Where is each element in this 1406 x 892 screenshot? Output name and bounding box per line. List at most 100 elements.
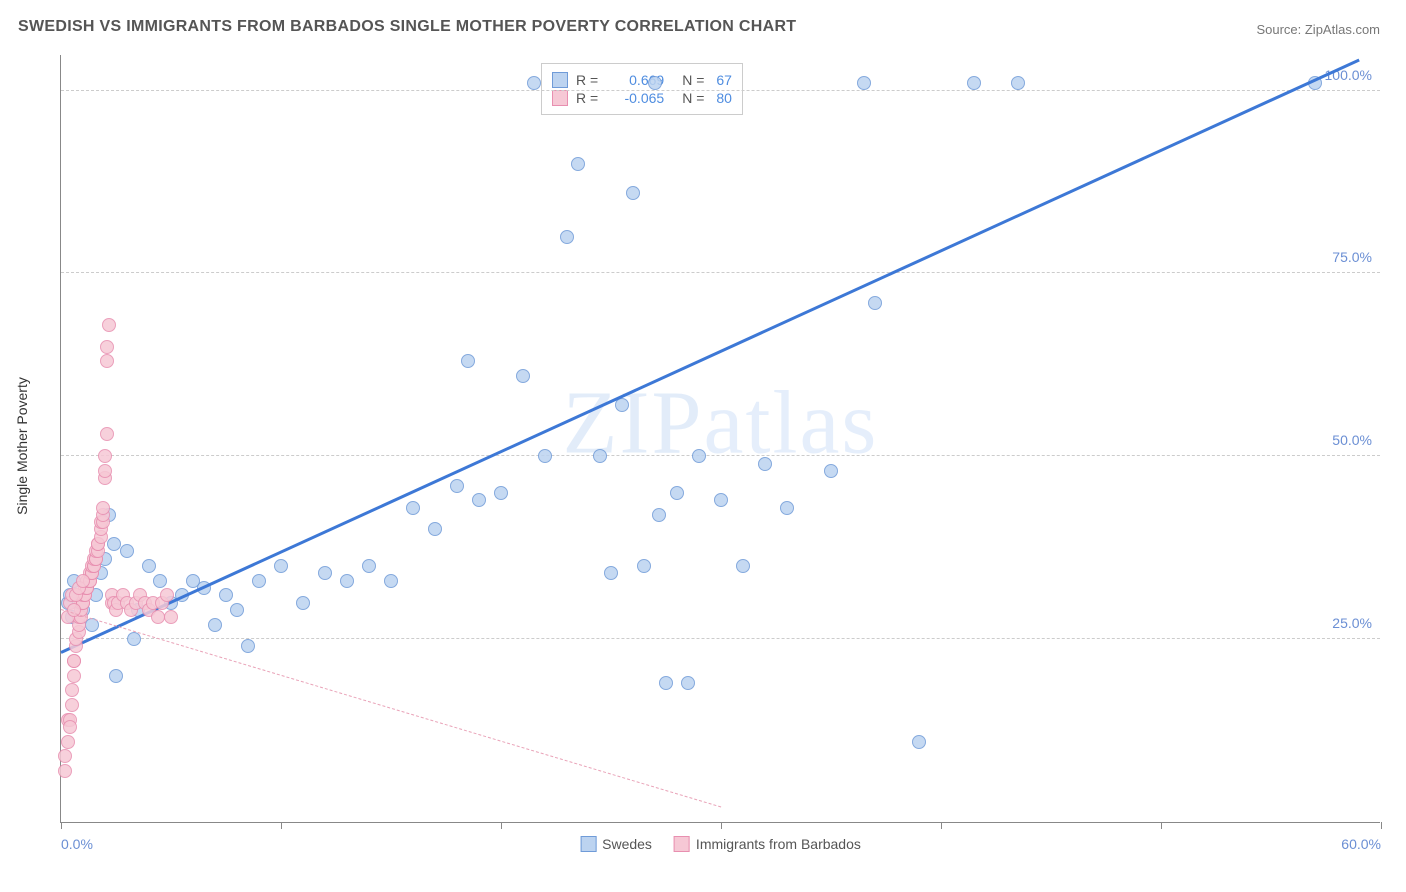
data-point: [571, 157, 585, 171]
data-point: [626, 186, 640, 200]
y-tick-label: 25.0%: [1332, 615, 1372, 631]
data-point: [100, 340, 114, 354]
legend-label: Immigrants from Barbados: [696, 836, 861, 852]
legend-row: R = -0.065 N = 80: [552, 90, 732, 106]
data-point: [61, 735, 75, 749]
data-point: [659, 676, 673, 690]
data-point: [142, 559, 156, 573]
gridline: [61, 90, 1380, 91]
data-point: [714, 493, 728, 507]
legend-swatch: [552, 90, 568, 106]
data-point: [681, 676, 695, 690]
legend-n-label: N =: [682, 72, 704, 88]
data-point: [274, 559, 288, 573]
plot-area: ZIPatlas R =0.669N =67R =-0.065N =80 Swe…: [60, 55, 1380, 823]
data-point: [758, 457, 772, 471]
data-point: [63, 720, 77, 734]
data-point: [384, 574, 398, 588]
data-point: [318, 566, 332, 580]
data-point: [67, 654, 81, 668]
data-point: [160, 588, 174, 602]
data-point: [76, 574, 90, 588]
data-point: [65, 698, 79, 712]
data-point: [102, 318, 116, 332]
data-point: [58, 764, 72, 778]
x-tick-label: 0.0%: [61, 836, 93, 852]
data-point: [648, 76, 662, 90]
data-point: [780, 501, 794, 515]
gridline: [61, 638, 1380, 639]
gridline: [61, 455, 1380, 456]
data-point: [241, 639, 255, 653]
data-point: [912, 735, 926, 749]
data-point: [219, 588, 233, 602]
data-point: [208, 618, 222, 632]
data-point: [1011, 76, 1025, 90]
legend-item: Immigrants from Barbados: [674, 836, 861, 852]
data-point: [127, 632, 141, 646]
data-point: [100, 354, 114, 368]
data-point: [516, 369, 530, 383]
chart-title: SWEDISH VS IMMIGRANTS FROM BARBADOS SING…: [18, 18, 796, 36]
x-tick: [281, 822, 282, 829]
data-point: [98, 449, 112, 463]
x-tick: [941, 822, 942, 829]
legend-row: R =0.669N =67: [552, 72, 732, 88]
y-tick-label: 50.0%: [1332, 432, 1372, 448]
data-point: [109, 669, 123, 683]
data-point: [604, 566, 618, 580]
data-point: [406, 501, 420, 515]
data-point: [340, 574, 354, 588]
data-point: [98, 464, 112, 478]
legend-r-label: R =: [576, 72, 598, 88]
series-legend: Swedes Immigrants from Barbados: [580, 836, 861, 852]
legend-r-value: -0.065: [610, 90, 664, 106]
data-point: [164, 610, 178, 624]
legend-n-label: N =: [682, 90, 704, 106]
data-point: [538, 449, 552, 463]
data-point: [96, 501, 110, 515]
source-label: Source: ZipAtlas.com: [1256, 22, 1380, 37]
data-point: [65, 683, 79, 697]
data-point: [450, 479, 464, 493]
data-point: [428, 522, 442, 536]
data-point: [461, 354, 475, 368]
x-tick: [61, 822, 62, 829]
data-point: [670, 486, 684, 500]
data-point: [296, 596, 310, 610]
gridline: [61, 272, 1380, 273]
legend-swatch: [580, 836, 596, 852]
data-point: [560, 230, 574, 244]
data-point: [252, 574, 266, 588]
legend-swatch: [552, 72, 568, 88]
trend-line: [60, 58, 1359, 653]
data-point: [494, 486, 508, 500]
data-point: [58, 749, 72, 763]
y-tick-label: 100.0%: [1325, 67, 1372, 83]
data-point: [120, 544, 134, 558]
data-point: [153, 574, 167, 588]
legend-n-value: 67: [716, 72, 732, 88]
x-tick-label: 60.0%: [1341, 836, 1381, 852]
data-point: [230, 603, 244, 617]
data-point: [736, 559, 750, 573]
data-point: [67, 669, 81, 683]
y-axis-label: Single Mother Poverty: [14, 377, 30, 515]
data-point: [593, 449, 607, 463]
data-point: [637, 559, 651, 573]
x-tick: [501, 822, 502, 829]
data-point: [107, 537, 121, 551]
data-point: [652, 508, 666, 522]
legend-r-label: R =: [576, 90, 598, 106]
data-point: [824, 464, 838, 478]
data-point: [868, 296, 882, 310]
data-point: [472, 493, 486, 507]
data-point: [967, 76, 981, 90]
legend-n-value: 80: [716, 90, 732, 106]
data-point: [100, 427, 114, 441]
watermark: ZIPatlas: [563, 372, 879, 475]
x-tick: [1161, 822, 1162, 829]
data-point: [857, 76, 871, 90]
x-tick: [721, 822, 722, 829]
legend-label: Swedes: [602, 836, 652, 852]
